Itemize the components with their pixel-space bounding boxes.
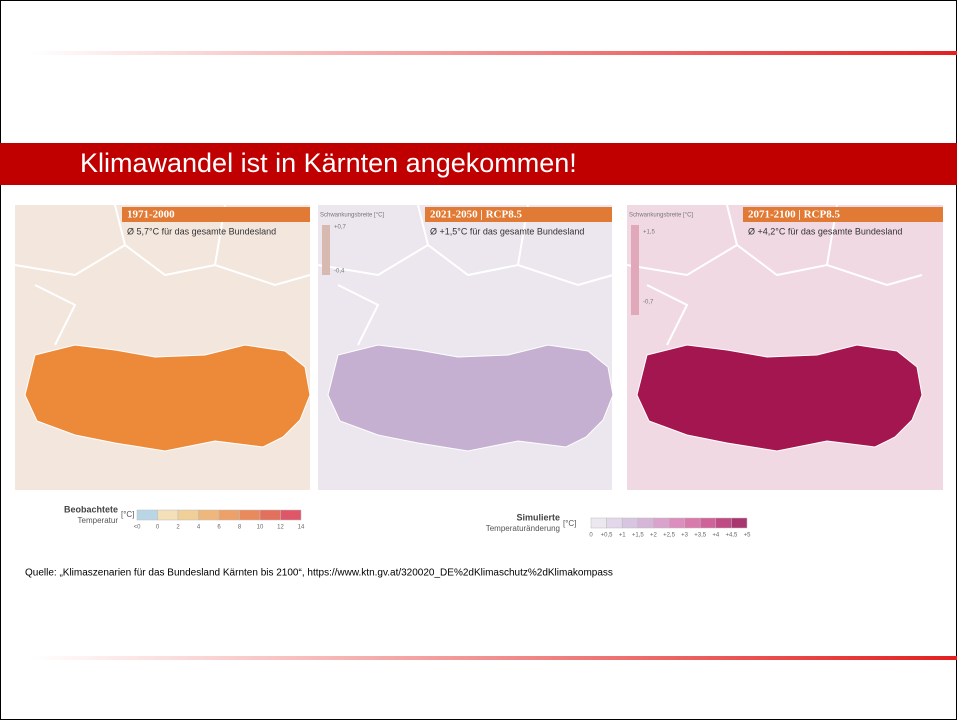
- legend-tick: <0: [134, 525, 142, 531]
- legend-tick: +3: [681, 533, 689, 539]
- source: Quelle: „Klimaszenarien für das Bundesla…: [25, 568, 613, 579]
- legend-swatch: [731, 518, 747, 528]
- legend-title: Simulierte: [516, 512, 560, 522]
- legend-swatch: [158, 510, 179, 520]
- legend-swatch: [260, 510, 281, 520]
- legend-swatch: [622, 518, 638, 528]
- map: 2071-2100 | RCP8.5 Ø +4,2°C für das gesa…: [627, 205, 943, 490]
- legend-tick: +4,5: [725, 533, 738, 539]
- legend-tick: +0,5: [601, 533, 614, 539]
- legend-unit: [°C]: [563, 519, 576, 528]
- range-min: -0,7: [643, 300, 654, 306]
- legend-tick: +1,5: [632, 533, 645, 539]
- legend-tick: +2,5: [663, 533, 676, 539]
- legend-swatch: [638, 518, 654, 528]
- range-max: +0,7: [334, 225, 347, 231]
- map-mean: Ø +4,2°C für das gesamte Bundesland: [748, 226, 902, 236]
- legend-tick: +4: [712, 533, 720, 539]
- range-max: +1,5: [643, 230, 656, 236]
- range-bar: [322, 225, 330, 275]
- range-label: Schwankungsbreite [°C]: [629, 213, 693, 219]
- range-label: Schwankungsbreite [°C]: [320, 213, 384, 219]
- legend-swatch: [137, 510, 158, 520]
- legend-title: Beobachtete: [64, 504, 118, 514]
- map-mean: Ø +1,5°C für das gesamte Bundesland: [430, 226, 584, 236]
- legend-subtitle: Temperatur: [78, 516, 119, 525]
- legend-tick: 12: [277, 525, 284, 531]
- legend-swatch: [607, 518, 623, 528]
- map-header: 1971-2000: [127, 209, 175, 221]
- map-header: 2021-2050 | RCP8.5: [430, 209, 522, 221]
- map: 2021-2050 | RCP8.5 Ø +1,5°C für das gesa…: [318, 205, 613, 490]
- map-header: 2071-2100 | RCP8.5: [748, 209, 840, 221]
- map: 1971-2000 Ø 5,7°C für das gesamte Bundes…: [15, 205, 310, 490]
- legend-tick: +5: [744, 533, 752, 539]
- legend-swatch: [700, 518, 716, 528]
- legend-tick: +2: [650, 533, 658, 539]
- range-bar: [631, 225, 639, 315]
- legend-swatch: [219, 510, 240, 520]
- range-min: -0,4: [334, 269, 345, 275]
- title: Klimawandel ist in Kärnten angekommen!: [80, 148, 577, 178]
- legend-swatch: [653, 518, 669, 528]
- legend-swatch: [240, 510, 261, 520]
- slide: Klimawandel ist in Kärnten angekommen! 1…: [0, 0, 957, 720]
- legend-unit: [°C]: [121, 510, 134, 519]
- bottom-rule: [30, 656, 957, 660]
- map-mean: Ø 5,7°C für das gesamte Bundesland: [127, 226, 276, 236]
- legend-swatch: [716, 518, 732, 528]
- legend-tick: +3,5: [694, 533, 707, 539]
- legend-swatch: [178, 510, 199, 520]
- legend-swatch: [199, 510, 220, 520]
- legend-tick: +1: [619, 533, 627, 539]
- legend-tick: 14: [298, 525, 305, 531]
- top-rule: [30, 51, 957, 55]
- legend-swatch: [591, 518, 607, 528]
- legend-swatch: [669, 518, 685, 528]
- legend-swatch: [685, 518, 701, 528]
- legend-subtitle: Temperaturänderung: [486, 524, 560, 533]
- legend-tick: 10: [257, 525, 264, 531]
- legend-swatch: [281, 510, 302, 520]
